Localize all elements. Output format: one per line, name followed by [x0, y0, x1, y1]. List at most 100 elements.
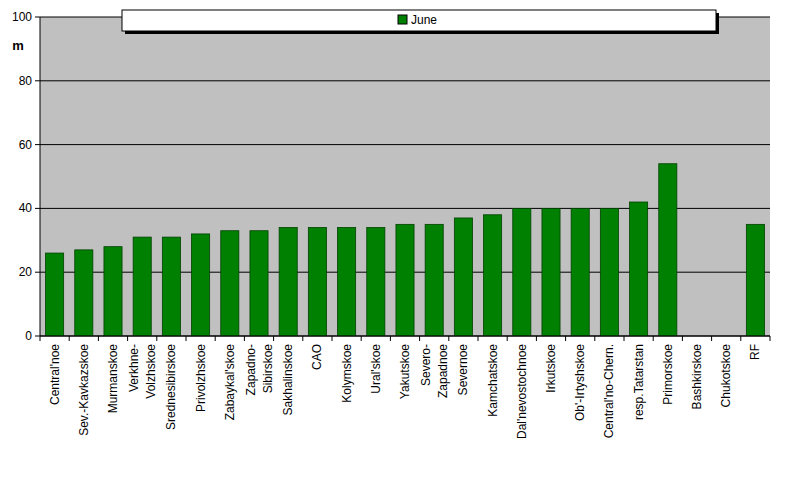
x-tick-label: Dal'nevostochnoe	[515, 344, 529, 439]
x-tick-label: CAO	[310, 344, 324, 370]
x-tick	[624, 336, 625, 341]
x-tick-label: Bashkirskoe	[690, 344, 704, 410]
label-line: Sibirskoe	[261, 344, 275, 394]
bar	[484, 215, 502, 336]
label-line: Sakhalinskoe	[281, 344, 295, 416]
x-tick	[215, 336, 216, 341]
x-tick-label: Sev.-Kavkazskoe	[77, 344, 91, 436]
bar	[250, 231, 268, 336]
y-tick-label: 0	[25, 329, 32, 343]
label-line: Dal'nevostochnoe	[515, 344, 529, 439]
label-line: Srednesibirskoe	[164, 344, 178, 430]
label-line: Severo-	[419, 344, 433, 386]
grid-line	[40, 336, 770, 337]
bar	[630, 202, 648, 336]
label-line: Irkutskoe	[544, 344, 558, 393]
bar	[425, 224, 443, 336]
x-tick-label: Severo-Zapadnoe	[419, 344, 450, 398]
tick-mark	[35, 208, 40, 209]
label-line: Ob'-Irtyshskoe	[573, 344, 587, 421]
grid-line	[40, 80, 770, 81]
y-axis-label: m	[12, 38, 24, 53]
x-tick-label: Severnoe	[456, 344, 470, 396]
bar	[75, 250, 93, 336]
x-tick	[653, 336, 654, 341]
x-tick	[390, 336, 391, 341]
label-line: Zapadnoe	[436, 344, 450, 398]
x-tick	[244, 336, 245, 341]
x-tick	[507, 336, 508, 341]
x-tick	[536, 336, 537, 341]
bar	[279, 228, 297, 336]
label-line: Kolymskoe	[340, 344, 354, 403]
x-tick	[332, 336, 333, 341]
label-line: Murmanskoe	[106, 344, 120, 414]
bar	[454, 218, 472, 336]
x-tick	[770, 336, 771, 341]
x-tick	[594, 336, 595, 341]
x-tick	[156, 336, 157, 341]
bar	[46, 253, 64, 336]
grid-line	[40, 144, 770, 145]
x-tick	[448, 336, 449, 341]
x-tick-label: Kolymskoe	[340, 344, 354, 403]
label-line: Privolzhskoe	[194, 344, 208, 412]
label-line: Bashkirskoe	[690, 344, 704, 410]
label-line: Verkhne-	[127, 344, 141, 392]
legend-box	[122, 10, 716, 31]
y-tick-label: 80	[19, 74, 33, 88]
x-tick	[478, 336, 479, 341]
label-line: Central'noe	[48, 344, 62, 405]
bar	[659, 164, 677, 336]
label-line: RF	[748, 344, 762, 360]
y-tick-label: 100	[12, 10, 32, 24]
label-line: Zapadno-	[244, 344, 258, 395]
chart-container: 020406080100mCentral'noeSev.-KavkazskoeM…	[0, 0, 800, 479]
label-line: Sev.-Kavkazskoe	[77, 344, 91, 436]
legend-label: June	[411, 13, 437, 27]
bar	[571, 208, 589, 336]
label-line: Central'no-Chern.	[602, 344, 616, 438]
x-tick-label: Murmanskoe	[106, 344, 120, 414]
tick-mark	[35, 336, 40, 337]
x-tick-label: Ob'-Irtyshskoe	[573, 344, 587, 421]
x-tick-label: Verkhne-Volzhskoe	[127, 344, 158, 399]
bar	[600, 208, 618, 336]
bar	[104, 247, 122, 336]
bar	[162, 237, 180, 336]
x-tick	[40, 336, 41, 341]
plot-background	[40, 17, 770, 336]
label-line: Severnoe	[456, 344, 470, 396]
x-tick-label: Zapadno-Sibirskoe	[244, 344, 275, 396]
tick-mark	[35, 272, 40, 273]
x-tick-label: Central'noe	[48, 344, 62, 405]
x-tick	[361, 336, 362, 341]
x-tick	[302, 336, 303, 341]
y-tick-label: 60	[19, 138, 33, 152]
x-tick	[273, 336, 274, 341]
x-tick	[186, 336, 187, 341]
x-tick-label: Yakutskoe	[398, 344, 412, 399]
x-tick	[98, 336, 99, 341]
x-tick-label: RF	[748, 344, 762, 360]
label-line: Ural'skoe	[369, 344, 383, 394]
x-tick	[740, 336, 741, 341]
x-tick-label: Zabaykal'skoe	[223, 344, 237, 421]
x-tick-label: Kamchatskoe	[486, 344, 500, 417]
x-tick-label: resp.Tatarstan	[632, 344, 646, 420]
tick-mark	[35, 80, 40, 81]
y-tick-label: 40	[19, 201, 33, 215]
label-line: Zabaykal'skoe	[223, 344, 237, 421]
legend-swatch	[398, 15, 407, 24]
x-tick	[127, 336, 128, 341]
x-tick-label: Chukotskoe	[719, 344, 733, 408]
bar	[396, 224, 414, 336]
bar	[133, 237, 151, 336]
x-axis	[40, 336, 770, 337]
y-axis	[40, 17, 41, 336]
x-tick-label: Irkutskoe	[544, 344, 558, 393]
label-line: Kamchatskoe	[486, 344, 500, 417]
x-tick	[69, 336, 70, 341]
label-line: Primorskoe	[661, 344, 675, 405]
label-line: Volzhskoe	[144, 344, 158, 399]
